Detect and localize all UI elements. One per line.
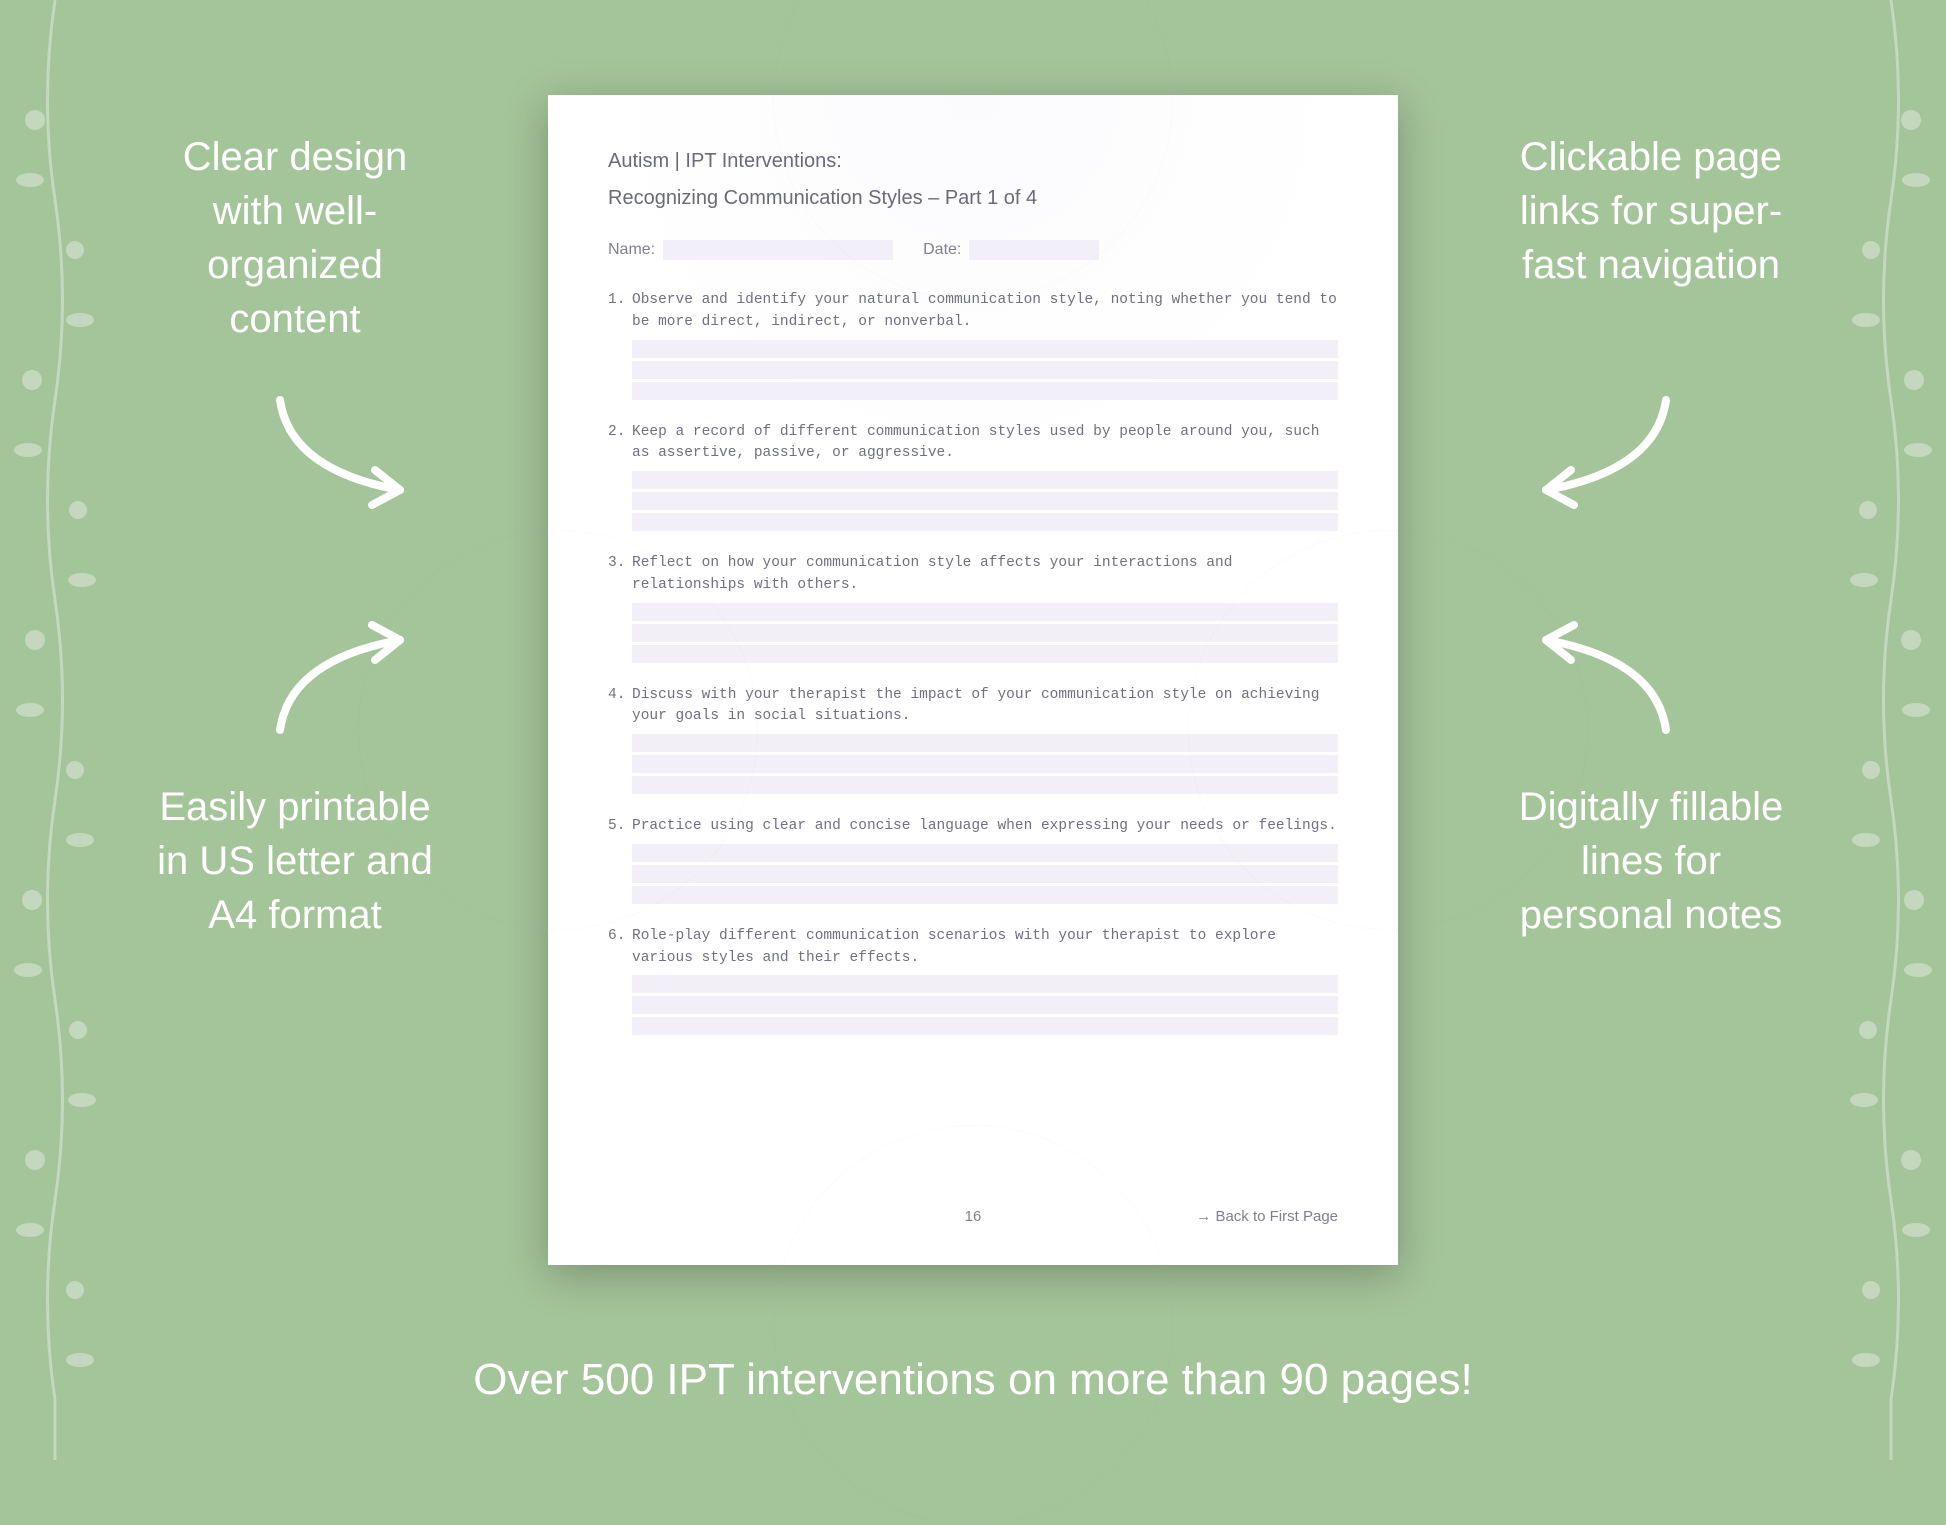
question-text: Reflect on how your communication style … <box>632 553 1338 597</box>
document-page: Autism | IPT Interventions: Recognizing … <box>548 95 1398 1265</box>
question-number: 1. <box>608 290 632 334</box>
question-item: 1.Observe and identify your natural comm… <box>608 290 1338 400</box>
fillable-line[interactable] <box>632 513 1338 531</box>
fillable-line[interactable] <box>632 1017 1338 1035</box>
callout-top-left: Clear design with well-organized content <box>150 130 440 346</box>
callout-top-right: Clickable page links for super-fast navi… <box>1506 130 1796 292</box>
question-text: Role-play different communication scenar… <box>632 926 1338 970</box>
question-item: 6.Role-play different communication scen… <box>608 926 1338 1036</box>
fillable-line[interactable] <box>632 996 1338 1014</box>
fillable-line[interactable] <box>632 382 1338 400</box>
question-item: 2.Keep a record of different communicati… <box>608 422 1338 532</box>
decorative-vine-left <box>0 0 110 1460</box>
question-text: Keep a record of different communication… <box>632 422 1338 466</box>
decorative-mandala <box>1188 530 1588 930</box>
fillable-line[interactable] <box>632 886 1338 904</box>
name-label: Name: <box>608 241 655 259</box>
fillable-line[interactable] <box>632 975 1338 993</box>
decorative-mandala <box>358 530 758 930</box>
page-number: 16 <box>965 1208 982 1225</box>
fillable-line[interactable] <box>632 492 1338 510</box>
decorative-mandala <box>773 1125 1173 1525</box>
fillable-line[interactable] <box>632 361 1338 379</box>
decorative-vine-right <box>1836 0 1946 1460</box>
question-number: 2. <box>608 422 632 466</box>
question-number: 6. <box>608 926 632 970</box>
fillable-line[interactable] <box>632 471 1338 489</box>
page-footer: 16 → Back to First Page <box>608 1208 1338 1225</box>
fillable-line[interactable] <box>632 865 1338 883</box>
arrow-icon <box>260 380 440 520</box>
back-to-first-page-link[interactable]: → Back to First Page <box>1196 1208 1338 1225</box>
fillable-line[interactable] <box>632 340 1338 358</box>
arrow-icon <box>1506 380 1686 520</box>
